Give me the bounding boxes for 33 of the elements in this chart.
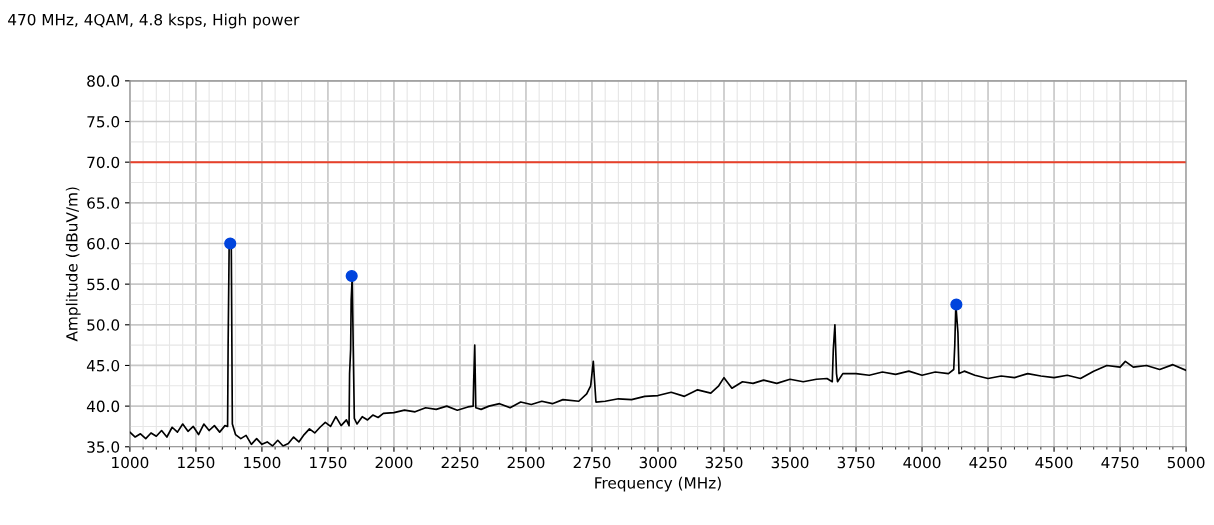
y-tick-label: 65.0 <box>87 197 120 209</box>
x-tick-label: 4000 <box>903 456 941 469</box>
x-tick-label: 5000 <box>1167 456 1205 469</box>
x-axis-title: Frequency (MHz) <box>595 476 721 492</box>
y-tick-label: 45.0 <box>86 359 120 372</box>
x-tick-label: 1000 <box>112 456 149 469</box>
point <box>950 298 963 311</box>
x-tick-label: 3500 <box>771 456 809 469</box>
x-tick-label: 2750 <box>573 456 611 469</box>
x-tick-label: 2250 <box>441 456 479 469</box>
x-tick-label: 1250 <box>178 456 215 469</box>
y-tick-label: 35.0 <box>87 441 120 453</box>
x-tick-label: 3000 <box>639 456 677 469</box>
x-tick-label: 2500 <box>507 456 545 469</box>
x-tick-label: 2000 <box>375 456 413 469</box>
x-tick-label: 1500 <box>244 456 281 469</box>
y-tick-label: 55.0 <box>87 278 120 291</box>
point <box>224 237 237 250</box>
y-tick-label: 70.0 <box>87 156 120 169</box>
x-tick-label: 3750 <box>837 456 875 469</box>
point <box>345 269 358 283</box>
x-tick-label: 3250 <box>705 456 743 469</box>
y-tick-label: 75.0 <box>87 115 120 128</box>
x-tick-label: 4500 <box>1035 456 1073 469</box>
y-tick-label: 40.0 <box>86 400 120 413</box>
x-tick-label: 4250 <box>969 456 1007 469</box>
y-tick-label: 80.0 <box>87 75 120 87</box>
chart-title: 470 MHz, 4QAM, 4.8 ksps, High power <box>8 13 300 29</box>
y-tick-label: 50.0 <box>87 319 120 331</box>
y-axis-title: Amplitude (dBuV/m) <box>65 187 81 342</box>
y-tick-label: 60.0 <box>87 237 120 250</box>
x-tick-label: 4750 <box>1101 456 1139 469</box>
x-tick-label: 1750 <box>310 456 347 469</box>
